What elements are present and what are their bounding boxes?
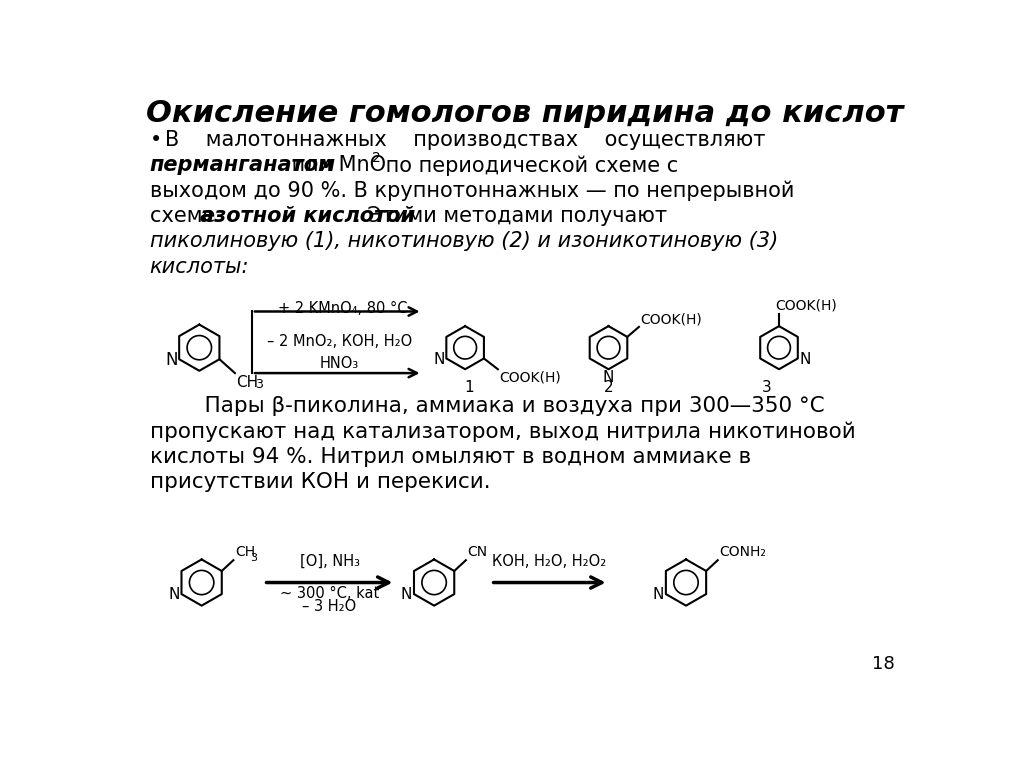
Text: N: N: [400, 588, 412, 602]
Text: кислоты 94 %. Нитрил омыляют в водном аммиаке в: кислоты 94 %. Нитрил омыляют в водном ам…: [150, 447, 751, 467]
Text: КОН, H₂O, H₂O₂: КОН, H₂O, H₂O₂: [493, 554, 607, 568]
Text: выходом до 90 %. В крупнотоннажных — по непрерывной: выходом до 90 %. В крупнотоннажных — по …: [150, 180, 794, 201]
Text: CONH₂: CONH₂: [719, 545, 766, 559]
Text: схеме: схеме: [150, 206, 222, 226]
Text: CH: CH: [234, 545, 255, 559]
Text: CH: CH: [237, 374, 259, 390]
Text: 2: 2: [604, 380, 613, 395]
Text: COOK(H): COOK(H): [775, 298, 837, 312]
Text: азотной кислотой: азотной кислотой: [200, 206, 416, 226]
Text: . Этими методами получают: . Этими методами получают: [353, 206, 667, 226]
Text: Окисление гомологов пиридина до кислот: Окисление гомологов пиридина до кислот: [146, 99, 903, 128]
Text: COOK(H): COOK(H): [640, 312, 702, 326]
Text: ~ 300 °C, kat: ~ 300 °C, kat: [280, 587, 379, 601]
Text: 2: 2: [372, 150, 381, 165]
Text: N: N: [168, 588, 179, 602]
Text: N: N: [603, 370, 614, 385]
Text: 3: 3: [251, 552, 257, 562]
Text: – 2 MnO₂, КОН, H₂O: – 2 MnO₂, КОН, H₂O: [266, 334, 412, 349]
Text: пропускают над катализатором, выход нитрила никотиновой: пропускают над катализатором, выход нитр…: [150, 422, 855, 442]
Text: CN: CN: [467, 545, 487, 559]
Text: 3: 3: [255, 378, 263, 391]
Text: или МnO: или МnO: [285, 155, 386, 175]
Text: + 2 KMnO₄, 80 °C: + 2 KMnO₄, 80 °C: [279, 301, 408, 316]
Text: по периодической схеме с: по периодической схеме с: [379, 155, 678, 176]
Text: •: •: [150, 130, 162, 150]
Text: 3: 3: [762, 380, 771, 395]
Text: пиколиновую (1), никотиновую (2) и изоникотиновую (3): пиколиновую (1), никотиновую (2) и изони…: [150, 232, 778, 252]
Text: перманганатом: перманганатом: [150, 155, 336, 175]
Text: N: N: [800, 352, 811, 367]
Text: – 3 H₂O: – 3 H₂O: [302, 600, 356, 614]
Text: Пары β-пиколина, аммиака и воздуха при 300—350 °С: Пары β-пиколина, аммиака и воздуха при 3…: [177, 397, 824, 416]
Text: 1: 1: [464, 380, 474, 395]
Text: присутствии КОН и перекиси.: присутствии КОН и перекиси.: [150, 472, 490, 492]
Text: В    малотоннажных    производствах    осуществляют: В малотоннажных производствах осуществля…: [165, 130, 766, 150]
Text: COOK(H): COOK(H): [500, 370, 561, 384]
Text: 18: 18: [872, 655, 895, 673]
Text: HNO₃: HNO₃: [319, 356, 358, 370]
Text: N: N: [434, 352, 445, 367]
Text: N: N: [165, 351, 178, 369]
Text: [O], NH₃: [O], NH₃: [299, 554, 359, 568]
Text: N: N: [652, 588, 664, 602]
Text: кислоты:: кислоты:: [150, 257, 249, 277]
